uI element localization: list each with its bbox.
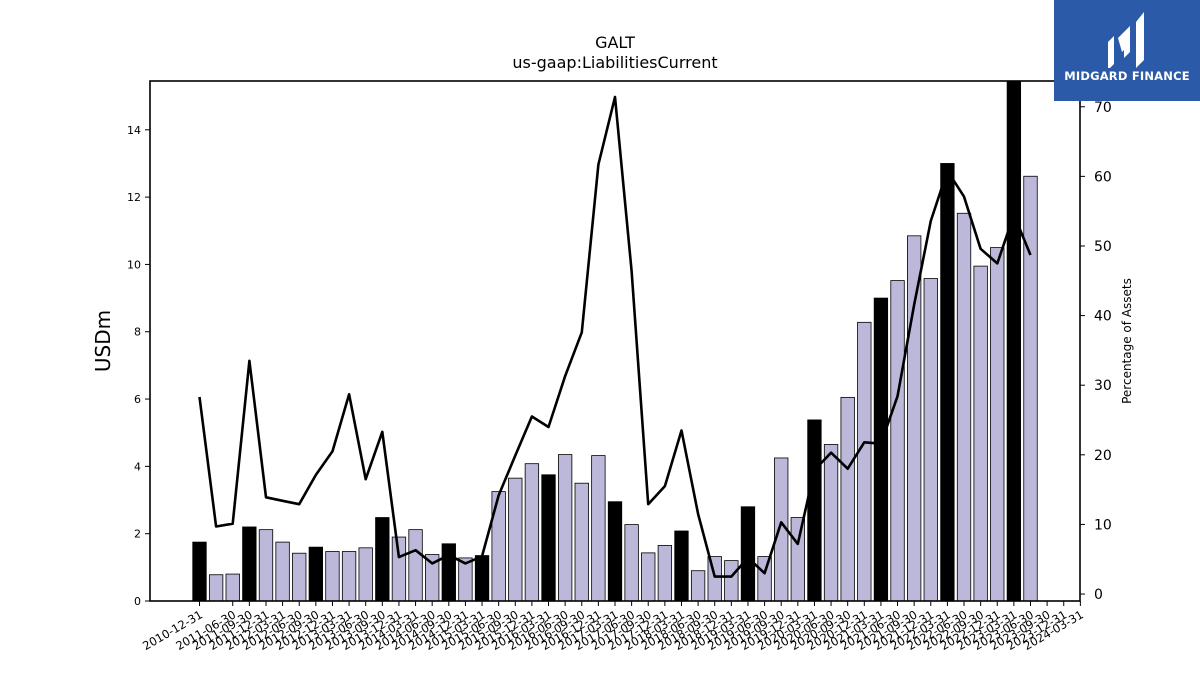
bar-2022-09-30 bbox=[973, 265, 988, 602]
percent-line bbox=[198, 95, 1032, 578]
bar-2012-12-31 bbox=[325, 551, 340, 602]
bar-2015-12-31 bbox=[524, 463, 540, 602]
bar-2021-06-30 bbox=[890, 280, 905, 602]
bar-2014-03-31 bbox=[408, 529, 423, 602]
y-tick-label: 0 bbox=[134, 595, 141, 608]
y-tick-label: 14 bbox=[127, 124, 141, 137]
bar-2021-03-31 bbox=[873, 297, 889, 602]
bar-2018-12-31 bbox=[724, 560, 739, 602]
bar-2018-06-30 bbox=[690, 570, 706, 602]
y2-tick-label: 0 bbox=[1094, 587, 1103, 603]
bar-2013-06-30 bbox=[358, 547, 373, 602]
bar-2013-09-30 bbox=[375, 517, 390, 602]
bar-2013-03-31 bbox=[341, 551, 357, 602]
chart-subtitle: us-gaap:LiabilitiesCurrent bbox=[512, 53, 717, 72]
bar-2017-12-31 bbox=[657, 545, 673, 602]
bar-2017-09-30 bbox=[641, 552, 656, 602]
y2-tick-label: 20 bbox=[1094, 448, 1112, 464]
bar-2012-09-30 bbox=[308, 546, 323, 602]
bar-2011-03-31 bbox=[208, 574, 224, 602]
bar-2022-03-31 bbox=[940, 163, 955, 602]
bar-2020-12-31 bbox=[857, 321, 872, 602]
bar-2023-03-31 bbox=[1006, 80, 1022, 602]
y-tick-label: 12 bbox=[127, 191, 141, 204]
y2-axis-label: Percentage of Assets bbox=[1120, 278, 1134, 404]
bar-2022-06-30 bbox=[956, 212, 972, 602]
logo-text: MIDGARD FINANCE bbox=[1064, 69, 1190, 83]
y-tick-label: 6 bbox=[134, 393, 141, 406]
bar-2016-09-30 bbox=[574, 482, 589, 602]
bar-2017-06-30 bbox=[624, 524, 639, 602]
bar-2012-06-30 bbox=[292, 552, 307, 602]
plot-area: 024681012140102030405060702010-12-312011… bbox=[127, 80, 1112, 653]
bar-2011-09-30 bbox=[242, 526, 257, 602]
bar-2021-09-30 bbox=[907, 235, 922, 602]
bar-2016-03-31 bbox=[541, 474, 556, 602]
bar-2019-12-31 bbox=[790, 517, 805, 602]
bar-2012-03-31 bbox=[275, 541, 290, 602]
midgard-finance-logo: MIDGARD FINANCE bbox=[1054, 0, 1200, 101]
bar-2016-06-30 bbox=[557, 454, 573, 602]
bar-2011-12-31 bbox=[258, 529, 274, 602]
logo-mark-icon bbox=[1108, 12, 1144, 68]
bar-2019-03-31 bbox=[740, 506, 756, 602]
y-tick-label: 2 bbox=[134, 528, 141, 541]
bar-2015-09-30 bbox=[508, 477, 523, 602]
bar-2016-12-31 bbox=[591, 455, 606, 602]
bar-2020-06-30 bbox=[823, 444, 839, 602]
y-tick-label: 4 bbox=[134, 460, 141, 473]
bar-2019-06-30 bbox=[757, 556, 772, 602]
y2-tick-label: 70 bbox=[1094, 100, 1112, 116]
bar-2023-06-30 bbox=[1023, 175, 1038, 602]
y2-tick-label: 60 bbox=[1094, 169, 1112, 185]
bar-2020-03-31 bbox=[807, 419, 822, 602]
y-tick-label: 10 bbox=[127, 258, 141, 271]
bar-2017-03-31 bbox=[607, 501, 623, 602]
y2-tick-label: 40 bbox=[1094, 309, 1112, 325]
bar-2022-12-31 bbox=[990, 247, 1005, 602]
bar-2015-03-31 bbox=[474, 555, 490, 602]
bar-2013-12-31 bbox=[391, 536, 407, 602]
chart-title: GALT bbox=[595, 33, 635, 52]
bar-2014-09-30 bbox=[441, 543, 456, 602]
bar-2011-06-30 bbox=[225, 573, 240, 602]
bar-2020-09-30 bbox=[840, 396, 855, 602]
y2-tick-label: 50 bbox=[1094, 239, 1112, 255]
bar-2010-12-31 bbox=[192, 541, 207, 602]
bar-2021-12-31 bbox=[923, 278, 938, 602]
y2-tick-label: 10 bbox=[1094, 517, 1112, 533]
bar-2018-03-31 bbox=[674, 530, 689, 602]
y2-tick-label: 30 bbox=[1094, 378, 1112, 394]
y-axis-label: USDm bbox=[91, 310, 115, 372]
y-tick-label: 8 bbox=[134, 326, 141, 339]
